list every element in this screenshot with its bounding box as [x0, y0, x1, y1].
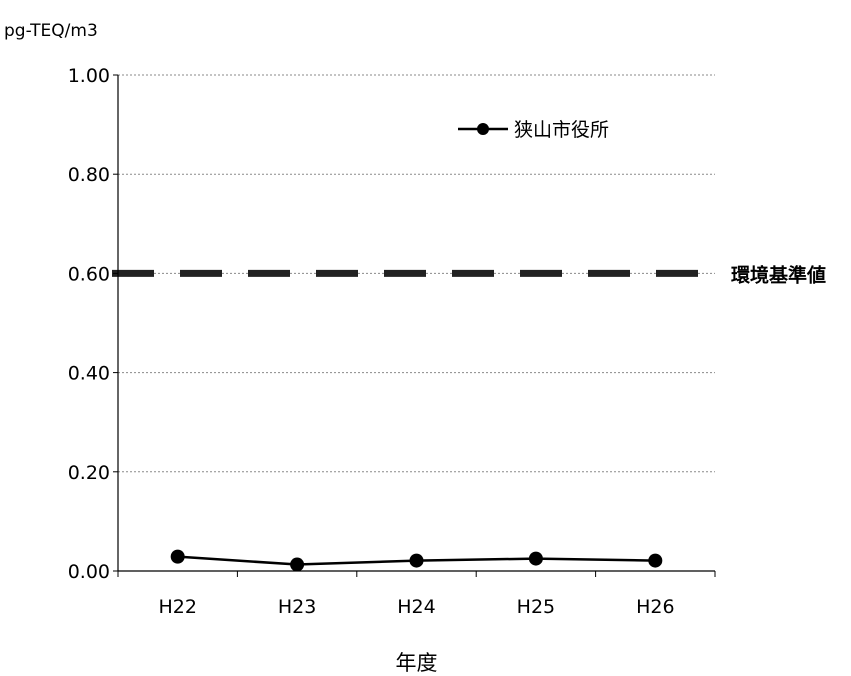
- y-tick-label: 0.60: [68, 263, 110, 285]
- x-tick-label: H23: [278, 596, 316, 618]
- data-point: [528, 551, 543, 566]
- y-tick-label: 0.40: [68, 363, 110, 385]
- axes: [113, 74, 716, 577]
- y-tick-label: 1.00: [68, 65, 110, 87]
- data-point: [170, 549, 185, 564]
- series-group: [170, 549, 663, 572]
- x-tick-label: H25: [517, 596, 555, 618]
- y-unit-label: pg-TEQ/m3: [4, 21, 98, 41]
- data-point: [409, 553, 424, 568]
- x-tick-label: H22: [158, 596, 196, 618]
- y-tick-labels: 0.00 0.20 0.40 0.60 0.80 1.00: [68, 65, 110, 583]
- y-tick-label: 0.20: [68, 462, 110, 484]
- x-axis-title: 年度: [396, 651, 438, 675]
- legend-label: 狭山市役所: [514, 119, 609, 141]
- x-tick-labels: H22 H23 H24 H25 H26: [158, 596, 674, 618]
- y-tick-label: 0.80: [68, 164, 110, 186]
- reference-line-group: 環境基準値: [112, 263, 826, 286]
- data-point: [648, 553, 663, 568]
- data-point: [290, 557, 305, 572]
- x-tick-label: H26: [636, 596, 674, 618]
- x-tick-label: H24: [397, 596, 435, 618]
- reference-line-label: 環境基準値: [731, 263, 826, 286]
- y-tick-label: 0.00: [68, 561, 110, 583]
- legend: 狭山市役所: [458, 119, 609, 141]
- legend-marker: [477, 123, 489, 135]
